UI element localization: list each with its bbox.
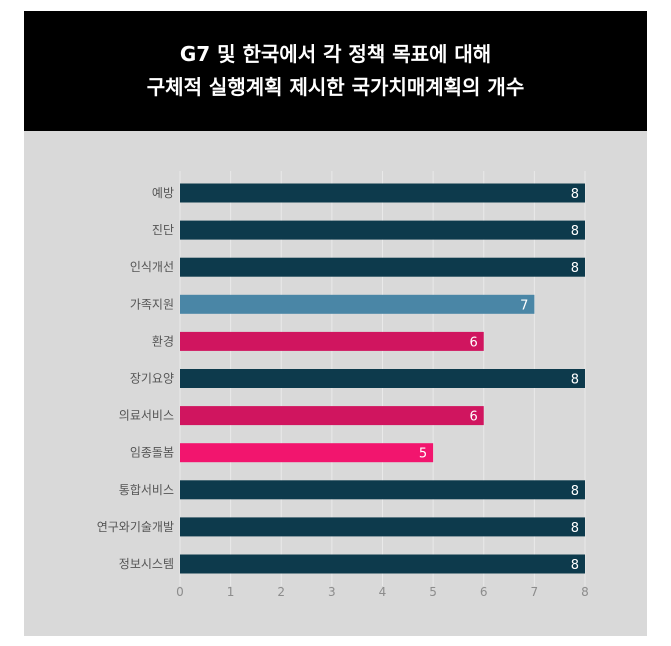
labels: 0 1 2 3 4 5 6 7 8 예방 8 진단 8 인식개선 8 가족지원 7 환경 6 장기요양 8 의료서비스 6 임… [97, 186, 589, 599]
x-tick-label: 6 [480, 585, 488, 599]
x-tick-label: 8 [581, 585, 589, 599]
bar [180, 406, 484, 426]
data-label: 5 [419, 447, 427, 462]
category-label: 통합서비스 [119, 483, 174, 497]
data-label: 7 [520, 298, 528, 313]
chart-title: G7 및 한국에서 각 정책 목표에 대해 구체적 실행계획 제시한 국가치매계… [24, 11, 647, 131]
data-label: 8 [571, 373, 579, 388]
data-label: 8 [571, 558, 579, 573]
category-label: 진단 [152, 223, 174, 237]
x-tick-label: 7 [531, 585, 539, 599]
chart-panel: 0 1 2 3 4 5 6 7 8 예방 8 진단 8 인식개선 8 가족지원 7 환경 6 장기요양 8 의료서비스 6 임… [24, 131, 647, 636]
x-tick-label: 4 [379, 585, 387, 599]
chart-title-line-1: G7 및 한국에서 각 정책 목표에 대해 [179, 42, 492, 66]
bar [180, 257, 585, 277]
bar [180, 480, 585, 500]
data-label: 8 [571, 521, 579, 536]
x-tick-label: 5 [429, 585, 437, 599]
category-label: 가족지원 [130, 297, 174, 311]
category-label: 연구와기술개발 [97, 520, 174, 534]
bar [180, 443, 434, 463]
bar [180, 517, 585, 537]
data-label: 8 [571, 261, 579, 276]
chart-title-line-2: 구체적 실행계획 제시한 국가치매계획의 개수 [146, 75, 525, 99]
data-label: 6 [469, 335, 477, 350]
category-label: 장기요양 [130, 372, 174, 386]
bar [180, 331, 484, 351]
x-tick-label: 3 [328, 585, 336, 599]
bar [180, 294, 535, 314]
bar [180, 369, 585, 388]
data-label: 8 [571, 224, 579, 239]
category-label: 의료서비스 [119, 409, 174, 423]
category-label: 환경 [152, 334, 174, 348]
x-tick-label: 1 [227, 585, 235, 599]
data-label: 6 [469, 410, 477, 425]
data-label: 8 [571, 484, 579, 499]
bar [180, 554, 585, 574]
bar-chart: 0 1 2 3 4 5 6 7 8 예방 8 진단 8 인식개선 8 가족지원 7 환경 6 장기요양 8 의료서비스 6 임… [97, 171, 589, 599]
data-label: 8 [571, 187, 579, 202]
x-tick-label: 0 [176, 585, 184, 599]
bar [180, 183, 585, 203]
category-label: 임종돌봄 [130, 446, 174, 460]
category-label: 인식개선 [130, 260, 174, 274]
bars [180, 183, 585, 574]
bar [180, 220, 585, 240]
x-tick-label: 2 [277, 585, 285, 599]
category-label: 정보시스템 [119, 557, 174, 571]
category-label: 예방 [152, 186, 174, 200]
